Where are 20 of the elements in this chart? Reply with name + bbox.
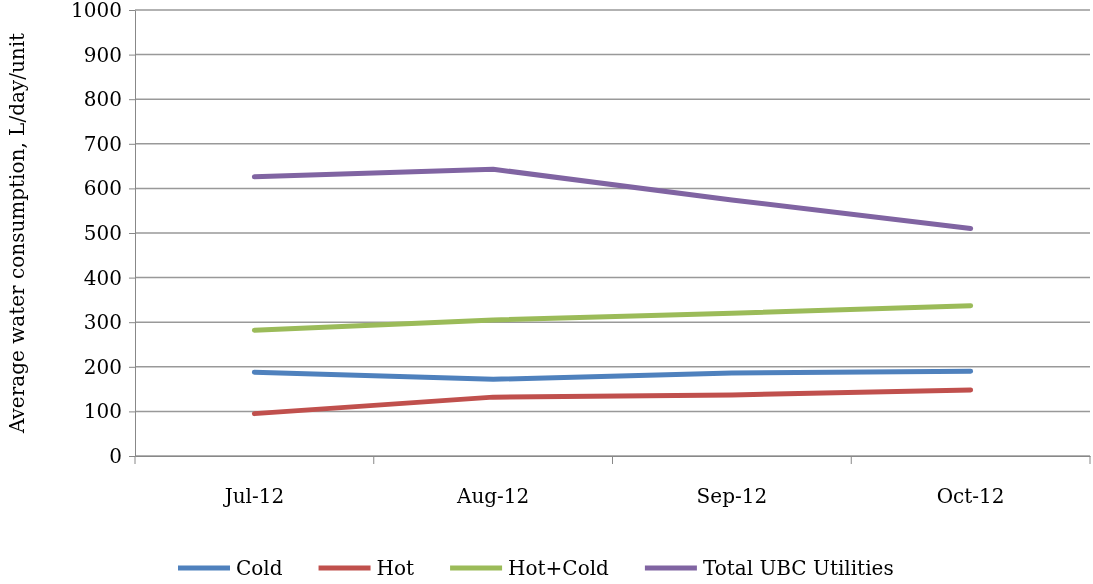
x-tick-label: Oct-12: [936, 484, 1005, 508]
y-tick-label: 100: [83, 399, 122, 424]
y-tick-label: 700: [83, 131, 122, 156]
y-tick-label: 200: [83, 354, 122, 379]
x-tick-label: Jul-12: [222, 484, 285, 508]
legend-label: Hot: [376, 556, 415, 580]
y-tick-label: 0: [109, 443, 122, 468]
y-tick-label: 300: [83, 310, 122, 335]
y-tick-label: 400: [83, 265, 122, 290]
y-tick-label: 1000: [71, 0, 122, 22]
y-tick-label: 800: [83, 87, 122, 112]
legend-label: Total UBC Utilities: [702, 556, 894, 580]
legend-label: Cold: [236, 556, 283, 580]
y-tick-label: 500: [83, 220, 122, 245]
y-tick-label: 600: [83, 176, 122, 201]
y-tick-label: 900: [83, 42, 122, 67]
y-axis-title: Average water consumption, L/day/unit: [5, 32, 29, 435]
x-tick-label: Sep-12: [696, 484, 768, 508]
x-tick-label: Aug-12: [455, 484, 530, 508]
legend-label: Hot+Cold: [508, 556, 610, 580]
